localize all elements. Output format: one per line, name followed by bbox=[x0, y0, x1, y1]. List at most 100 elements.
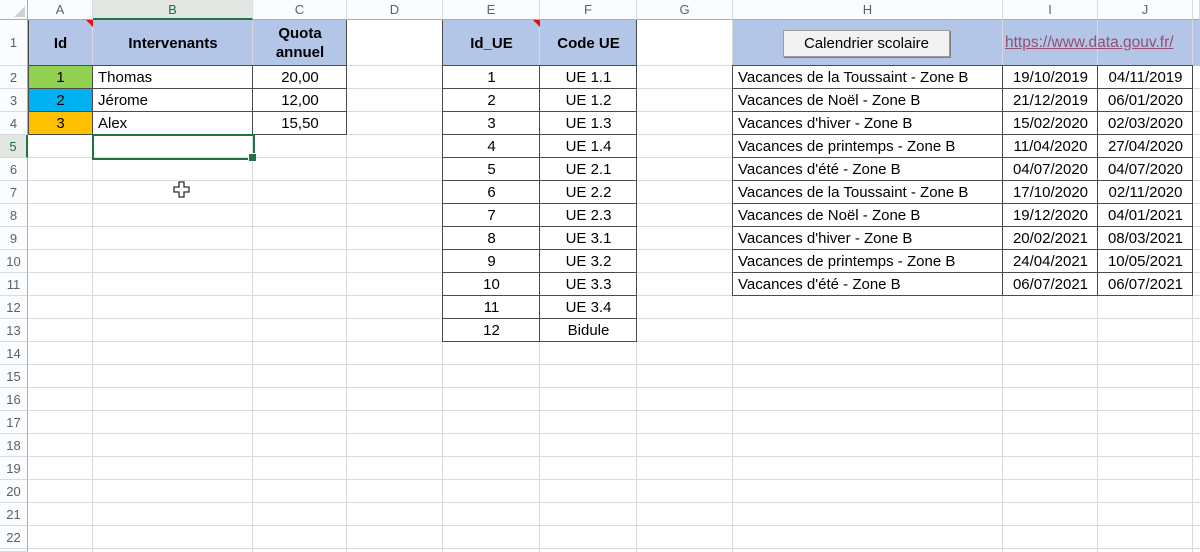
cell-e6[interactable]: 5 bbox=[487, 161, 496, 178]
cell-f8[interactable]: UE 2.3 bbox=[565, 207, 612, 224]
row-header-17[interactable]: 17 bbox=[0, 411, 28, 434]
row-header-8[interactable]: 8 bbox=[0, 204, 28, 227]
cell-c2[interactable]: 20,00 bbox=[281, 69, 319, 86]
cell-f7[interactable]: UE 2.2 bbox=[565, 184, 612, 201]
cell-h10[interactable]: Vacances de printemps - Zone B bbox=[738, 253, 956, 270]
cell-e3[interactable]: 2 bbox=[487, 92, 496, 109]
column-header-d[interactable]: D bbox=[347, 0, 443, 20]
cell-j11[interactable]: 06/07/2021 bbox=[1107, 276, 1184, 293]
cell-a1[interactable]: Id bbox=[53, 34, 68, 52]
cell-c3[interactable]: 12,00 bbox=[281, 92, 319, 109]
row-header-20[interactable]: 20 bbox=[0, 480, 28, 503]
cell-i6[interactable]: 04/07/2020 bbox=[1012, 161, 1089, 178]
cell-i3[interactable]: 21/12/2019 bbox=[1012, 92, 1089, 109]
row-header-13[interactable]: 13 bbox=[0, 319, 28, 342]
cell-e7[interactable]: 6 bbox=[487, 184, 496, 201]
cell-j8[interactable]: 04/01/2021 bbox=[1107, 207, 1184, 224]
cell-b2[interactable]: Thomas bbox=[98, 69, 153, 86]
cell-f4[interactable]: UE 1.3 bbox=[565, 115, 612, 132]
cell-f11[interactable]: UE 3.3 bbox=[565, 276, 612, 293]
cell-e11[interactable]: 10 bbox=[483, 276, 500, 293]
row-header-22[interactable]: 22 bbox=[0, 526, 28, 549]
row-header-18[interactable]: 18 bbox=[0, 434, 28, 457]
row-header-19[interactable]: 19 bbox=[0, 457, 28, 480]
cell-h8[interactable]: Vacances de Noël - Zone B bbox=[738, 207, 921, 224]
cell-j3[interactable]: 06/01/2020 bbox=[1107, 92, 1184, 109]
cell-f3[interactable]: UE 1.2 bbox=[565, 92, 612, 109]
row-header-14[interactable]: 14 bbox=[0, 342, 28, 365]
calendrier-scolaire-button[interactable]: Calendrier scolaire bbox=[783, 30, 950, 57]
cell-f13[interactable]: Bidule bbox=[567, 322, 610, 339]
cell-f5[interactable]: UE 1.4 bbox=[565, 138, 612, 155]
cell-c4[interactable]: 15,50 bbox=[281, 115, 319, 132]
cell-j9[interactable]: 08/03/2021 bbox=[1107, 230, 1184, 247]
cell-h11[interactable]: Vacances d'été - Zone B bbox=[738, 276, 901, 293]
cell-e9[interactable]: 8 bbox=[487, 230, 496, 247]
row-header-1[interactable]: 1 bbox=[0, 20, 28, 66]
fill-handle[interactable] bbox=[248, 153, 257, 162]
column-header-j[interactable]: J bbox=[1098, 0, 1193, 20]
cell-i11[interactable]: 06/07/2021 bbox=[1012, 276, 1089, 293]
cell-e12[interactable]: 11 bbox=[483, 299, 500, 316]
column-header-e[interactable]: E bbox=[443, 0, 540, 20]
column-header-b[interactable]: B bbox=[93, 0, 253, 20]
cell-f1[interactable]: Code UE bbox=[557, 34, 620, 52]
cell-h7[interactable]: Vacances de la Toussaint - Zone B bbox=[738, 184, 969, 201]
cell-j6[interactable]: 04/07/2020 bbox=[1107, 161, 1184, 178]
row-header-21[interactable]: 21 bbox=[0, 503, 28, 526]
cell-i7[interactable]: 17/10/2020 bbox=[1012, 184, 1089, 201]
cell-e8[interactable]: 7 bbox=[487, 207, 496, 224]
row-header-9[interactable]: 9 bbox=[0, 227, 28, 250]
cell-e4[interactable]: 3 bbox=[487, 115, 496, 132]
cell-c1[interactable]: Quota annuel bbox=[275, 25, 325, 61]
cell-i2[interactable]: 19/10/2019 bbox=[1012, 69, 1089, 86]
cell-i5[interactable]: 11/04/2020 bbox=[1013, 138, 1088, 155]
cell-e10[interactable]: 9 bbox=[487, 253, 496, 270]
cell-b1[interactable]: Intervenants bbox=[128, 34, 218, 52]
column-header-a[interactable]: A bbox=[28, 0, 93, 20]
row-header-7[interactable]: 7 bbox=[0, 181, 28, 204]
cell-h4[interactable]: Vacances d'hiver - Zone B bbox=[738, 115, 913, 132]
select-all-button[interactable] bbox=[0, 0, 28, 20]
row-header-12[interactable]: 12 bbox=[0, 296, 28, 319]
row-header-15[interactable]: 15 bbox=[0, 365, 28, 388]
cell-i4[interactable]: 15/02/2020 bbox=[1012, 115, 1089, 132]
cell-e1[interactable]: Id_UE bbox=[470, 34, 513, 52]
selected-cell-b5[interactable] bbox=[92, 134, 257, 162]
cell-b3[interactable]: Jérome bbox=[98, 92, 149, 109]
cell-e2[interactable]: 1 bbox=[487, 69, 496, 86]
cell-j5[interactable]: 27/04/2020 bbox=[1107, 138, 1184, 155]
cell-j2[interactable]: 04/11/2019 bbox=[1108, 69, 1183, 86]
cell-i8[interactable]: 19/12/2020 bbox=[1012, 207, 1089, 224]
cell-i10[interactable]: 24/04/2021 bbox=[1012, 253, 1089, 270]
cell-h5[interactable]: Vacances de printemps - Zone B bbox=[738, 138, 956, 155]
column-header-g[interactable]: G bbox=[637, 0, 733, 20]
cell-h3[interactable]: Vacances de Noël - Zone B bbox=[738, 92, 921, 109]
cell-a3[interactable]: 2 bbox=[56, 92, 65, 109]
cell-j10[interactable]: 10/05/2021 bbox=[1107, 253, 1184, 270]
cell-h6[interactable]: Vacances d'été - Zone B bbox=[738, 161, 901, 178]
row-header-16[interactable]: 16 bbox=[0, 388, 28, 411]
row-header-3[interactable]: 3 bbox=[0, 89, 28, 112]
row-header-11[interactable]: 11 bbox=[0, 273, 28, 296]
row-header-5[interactable]: 5 bbox=[0, 135, 28, 158]
cell-f9[interactable]: UE 3.1 bbox=[565, 230, 612, 247]
column-header-f[interactable]: F bbox=[540, 0, 637, 20]
data-gouv-link[interactable]: https://www.data.gouv.fr/ bbox=[1005, 34, 1174, 51]
row-header-4[interactable]: 4 bbox=[0, 112, 28, 135]
cell-a2[interactable]: 1 bbox=[56, 69, 65, 86]
cell-e13[interactable]: 12 bbox=[483, 322, 500, 339]
column-header-i[interactable]: I bbox=[1003, 0, 1098, 20]
row-header-6[interactable]: 6 bbox=[0, 158, 28, 181]
column-header-k-clipped[interactable] bbox=[1193, 0, 1200, 20]
cell-f2[interactable]: UE 1.1 bbox=[565, 69, 612, 86]
row-header-2[interactable]: 2 bbox=[0, 66, 28, 89]
cell-j4[interactable]: 02/03/2020 bbox=[1107, 115, 1184, 132]
row-header-10[interactable]: 10 bbox=[0, 250, 28, 273]
cell-h2[interactable]: Vacances de la Toussaint - Zone B bbox=[738, 69, 969, 86]
cell-i9[interactable]: 20/02/2021 bbox=[1012, 230, 1089, 247]
column-header-c[interactable]: C bbox=[253, 0, 347, 20]
column-header-h[interactable]: H bbox=[733, 0, 1003, 20]
cell-b4[interactable]: Alex bbox=[98, 115, 128, 132]
cell-e5[interactable]: 4 bbox=[487, 138, 496, 155]
